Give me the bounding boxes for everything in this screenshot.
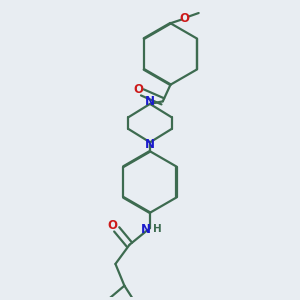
Text: N: N bbox=[145, 95, 155, 108]
Text: N: N bbox=[140, 223, 150, 236]
Text: O: O bbox=[180, 12, 190, 25]
Text: O: O bbox=[134, 83, 143, 96]
Text: H: H bbox=[153, 224, 161, 234]
Text: N: N bbox=[145, 138, 155, 152]
Text: O: O bbox=[108, 219, 118, 232]
